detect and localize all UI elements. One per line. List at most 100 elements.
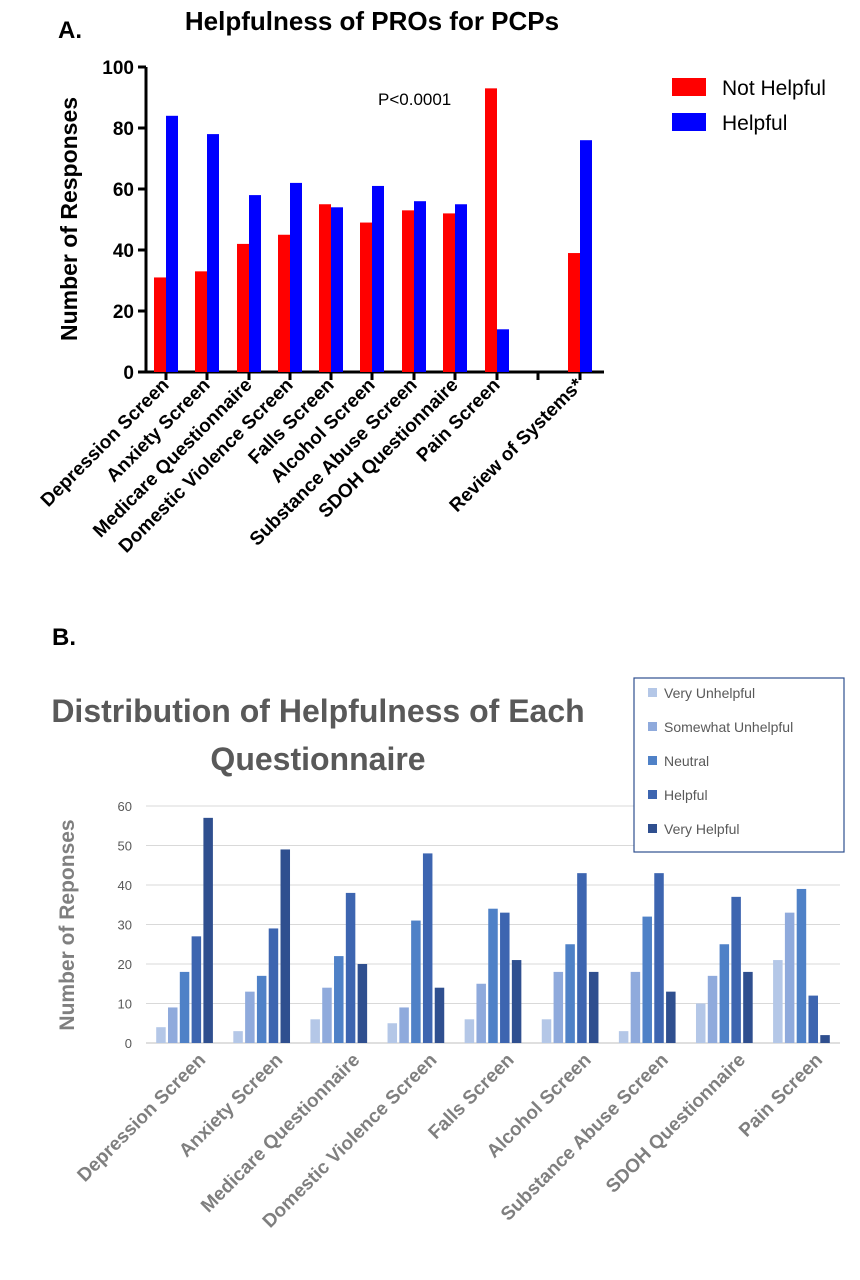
y-tick-label: 20	[118, 957, 132, 972]
bar-not-helpful-medicare-questionnaire	[237, 243, 249, 372]
bar-very-unhelpful-medicare-questionnaire	[310, 1019, 320, 1043]
legend-label-not-helpful: Not Helpful	[722, 77, 826, 100]
bar-helpful-domestic-violence-screen	[422, 853, 433, 1043]
bar-somewhat-unhelpful-sdoh-questionnaire	[707, 975, 718, 1043]
bar-neutral-anxiety-screen	[256, 975, 267, 1043]
bar-neutral-alcohol-screen	[565, 944, 575, 1043]
bar-neutral-medicare-questionnaire	[334, 956, 344, 1043]
bar-somewhat-unhelpful-domestic-violence-screen	[399, 1007, 409, 1043]
y-tick-label: 0	[123, 363, 134, 384]
bar-not-helpful-anxiety-screen	[195, 271, 207, 372]
y-tick-label: 60	[113, 180, 134, 201]
chart-b-title-line2: Questionnaire	[210, 741, 425, 777]
x-tick-label-medicare-questionnaire: Medicare Questionnaire	[89, 375, 256, 542]
bar-very-helpful-substance-abuse-screen	[666, 991, 676, 1043]
bar-neutral-falls-screen	[488, 908, 498, 1043]
bar-not-helpful-sdoh-questionnaire	[443, 213, 455, 372]
y-tick-label: 80	[113, 119, 134, 140]
legend-swatch-helpful	[648, 790, 657, 799]
legend-label-somewhat-unhelpful: Somewhat Unhelpful	[664, 719, 793, 735]
bar-somewhat-unhelpful-alcohol-screen	[553, 971, 564, 1043]
legend-label-helpful: Helpful	[722, 112, 787, 135]
legend-swatch-very-unhelpful	[648, 688, 657, 697]
chart-b-ylabel: Number of Reponses	[56, 819, 79, 1030]
bar-neutral-substance-abuse-screen	[642, 916, 652, 1043]
bar-very-unhelpful-domestic-violence-screen	[387, 1023, 398, 1043]
bar-not-helpful-domestic-violence-screen	[278, 234, 290, 372]
bar-not-helpful-alcohol-screen	[360, 222, 372, 372]
bar-helpful-medicare-questionnaire	[249, 195, 261, 372]
bar-somewhat-unhelpful-medicare-questionnaire	[322, 987, 332, 1043]
bar-neutral-depression-screen	[179, 971, 190, 1043]
bar-helpful-medicare-questionnaire	[345, 892, 356, 1043]
bar-somewhat-unhelpful-anxiety-screen	[245, 991, 255, 1043]
y-tick-label: 30	[118, 918, 132, 933]
bar-helpful-anxiety-screen	[207, 134, 219, 372]
bar-somewhat-unhelpful-pain-screen	[784, 912, 795, 1043]
y-tick-label: 40	[118, 878, 132, 893]
x-tick-label-review-of-systems: Review of Systems*	[446, 374, 588, 516]
bar-very-unhelpful-sdoh-questionnaire	[695, 1003, 706, 1043]
chart-a-annotation: P<0.0001	[378, 90, 451, 109]
bar-very-unhelpful-falls-screen	[464, 1019, 475, 1043]
bar-very-helpful-medicare-questionnaire	[357, 964, 368, 1043]
bar-not-helpful-review-of-systems	[568, 253, 580, 372]
bar-helpful-depression-screen	[191, 936, 202, 1043]
bar-helpful-pain-screen	[497, 329, 509, 372]
panel-a-label: A.	[58, 17, 82, 44]
legend-label-neutral: Neutral	[664, 753, 709, 769]
x-tick-label-pain-screen: Pain Screen	[735, 1050, 827, 1142]
bar-helpful-pain-screen	[808, 995, 818, 1043]
bar-neutral-pain-screen	[796, 888, 807, 1043]
legend-box	[633, 677, 845, 853]
bar-helpful-substance-abuse-screen	[654, 873, 664, 1043]
chart-b-title-line1: Distribution of Helpfulness of Each	[51, 693, 584, 729]
bar-helpful-review-of-systems	[580, 140, 592, 372]
bar-very-unhelpful-depression-screen	[156, 1027, 166, 1043]
bar-very-helpful-pain-screen	[820, 1035, 830, 1043]
y-tick-label: 40	[113, 241, 134, 262]
bar-not-helpful-depression-screen	[154, 277, 166, 372]
y-tick-label: 60	[118, 799, 132, 814]
bar-very-helpful-sdoh-questionnaire	[743, 971, 753, 1043]
chart-a-ylabel: Number of Responses	[56, 97, 82, 341]
bar-helpful-falls-screen	[500, 912, 510, 1043]
y-tick-label: 0	[125, 1036, 132, 1051]
bar-helpful-alcohol-screen	[372, 185, 384, 372]
legend-swatch-somewhat-unhelpful	[648, 722, 657, 731]
bar-neutral-domestic-violence-screen	[411, 920, 421, 1043]
bar-helpful-anxiety-screen	[268, 928, 279, 1043]
legend-swatch-very-helpful	[648, 824, 657, 833]
bar-somewhat-unhelpful-depression-screen	[168, 1007, 178, 1043]
bar-neutral-sdoh-questionnaire	[719, 944, 730, 1043]
legend-swatch-neutral	[648, 756, 657, 765]
legend-label-very-helpful: Very Helpful	[664, 821, 739, 837]
bar-very-unhelpful-pain-screen	[773, 960, 783, 1043]
legend-swatch-helpful	[672, 113, 706, 131]
bar-helpful-substance-abuse-screen	[414, 201, 426, 372]
y-tick-label: 50	[118, 839, 132, 854]
x-tick-label-medicare-questionnaire: Medicare Questionnaire	[197, 1050, 364, 1217]
bar-very-unhelpful-anxiety-screen	[233, 1031, 243, 1043]
y-tick-label: 10	[118, 997, 132, 1012]
bar-helpful-sdoh-questionnaire	[731, 896, 741, 1043]
bar-very-helpful-anxiety-screen	[280, 849, 291, 1043]
y-tick-label: 100	[102, 58, 134, 79]
bar-helpful-depression-screen	[166, 115, 178, 373]
bar-somewhat-unhelpful-substance-abuse-screen	[630, 971, 641, 1043]
chart-a-title: Helpfulness of PROs for PCPs	[185, 6, 559, 36]
bar-very-unhelpful-alcohol-screen	[541, 1019, 552, 1043]
x-tick-label-sdoh-questionnaire: SDOH Questionnaire	[602, 1050, 750, 1198]
legend-label-very-unhelpful: Very Unhelpful	[664, 685, 755, 701]
bar-not-helpful-falls-screen	[319, 204, 331, 372]
bar-very-unhelpful-substance-abuse-screen	[618, 1031, 629, 1043]
x-tick-label-depression-screen: Depression Screen	[74, 1050, 211, 1187]
bar-very-helpful-domestic-violence-screen	[434, 987, 445, 1043]
legend-swatch-not-helpful	[672, 78, 706, 96]
bar-not-helpful-substance-abuse-screen	[402, 210, 414, 372]
bar-very-helpful-falls-screen	[511, 960, 522, 1043]
y-tick-label: 20	[113, 302, 134, 323]
